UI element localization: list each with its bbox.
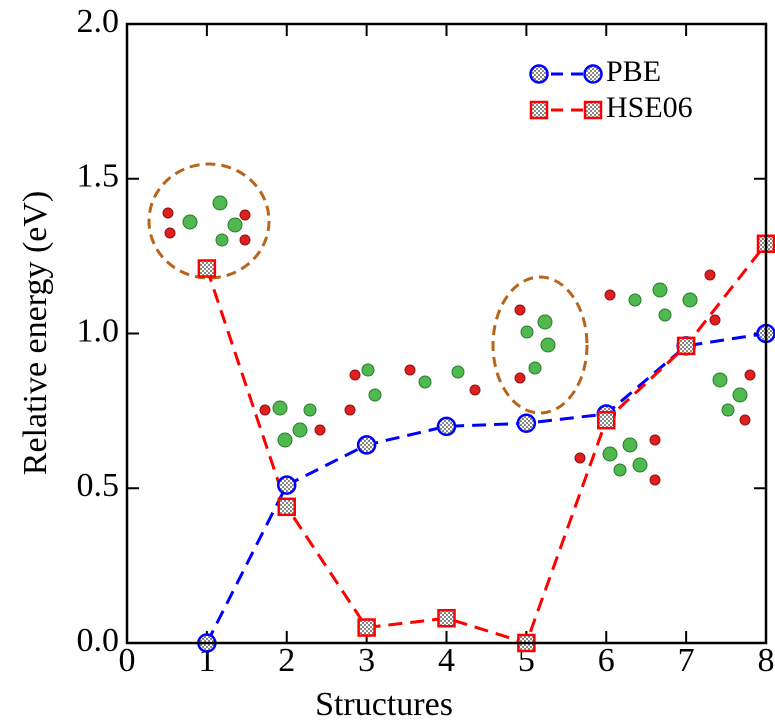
data-point — [279, 499, 295, 515]
legend-marker — [531, 102, 547, 118]
data-point — [278, 477, 295, 494]
data-point — [678, 338, 694, 354]
x-tick-label: 7 — [678, 642, 695, 679]
data-point — [438, 418, 455, 435]
data-point — [358, 436, 375, 453]
legend-marker — [585, 66, 602, 83]
y-tick-label: 1.5 — [77, 158, 120, 195]
x-tick-label: 2 — [278, 642, 295, 679]
x-tick-label: 8 — [758, 642, 775, 679]
x-tick-label: 0 — [119, 642, 136, 679]
x-tick-label: 3 — [358, 642, 375, 679]
legend-marker — [531, 66, 548, 83]
legend-marker — [585, 102, 601, 118]
data-point — [598, 412, 614, 428]
data-point — [518, 415, 535, 432]
legend-label: PBE — [606, 55, 661, 88]
y-tick-label: 0.0 — [77, 622, 120, 659]
x-tick-label: 4 — [438, 642, 455, 679]
data-point — [439, 610, 455, 626]
legend-label: HSE06 — [606, 91, 693, 124]
data-point — [199, 261, 215, 277]
x-tick-label: 6 — [598, 642, 615, 679]
y-tick-label: 1.0 — [77, 312, 120, 349]
x-axis-label: Structures — [315, 686, 453, 723]
y-axis-label: Relative energy (eV) — [17, 191, 54, 475]
y-tick-label: 2.0 — [77, 3, 120, 40]
data-point — [359, 620, 375, 636]
decoration — [149, 164, 755, 485]
chart: Structures Relative energy (eV) 0.0 0.5 1.… — [0, 0, 775, 723]
y-tick-label: 0.5 — [77, 467, 120, 504]
